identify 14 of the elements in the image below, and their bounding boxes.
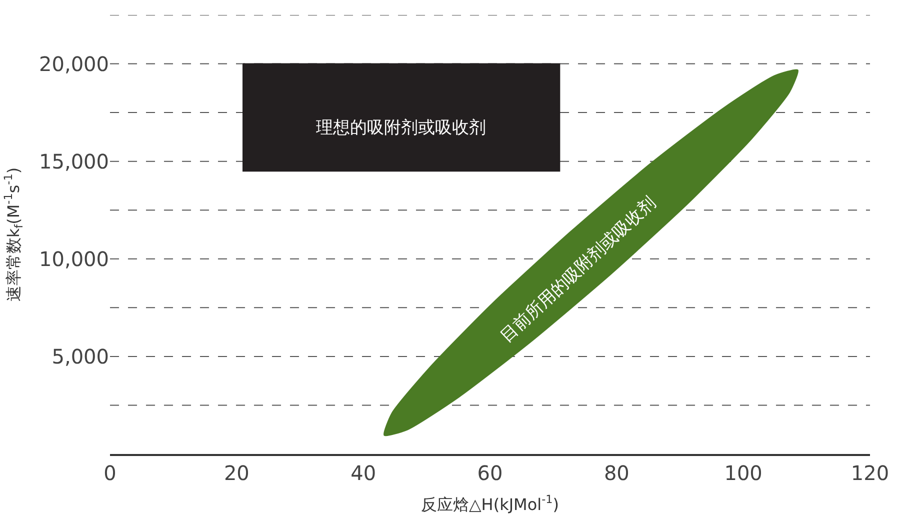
y-tick-label: 5,000: [52, 344, 109, 368]
x-tick-label: 60: [477, 460, 503, 485]
y-tick-label: 20,000: [39, 52, 109, 76]
x-tick-label: 120: [850, 460, 890, 485]
y-tick-label: 10,000: [39, 246, 109, 271]
y-tick-label: 15,000: [39, 149, 109, 174]
x-tick-label: 100: [724, 460, 762, 485]
annotation: 目前所用的吸附剂或吸收剂: [496, 193, 660, 347]
x-tick-label: 0: [104, 460, 116, 485]
annotation: 理想的吸附剂或吸收剂: [316, 118, 486, 138]
x-tick-label: 80: [604, 460, 630, 485]
x-tick-label: 40: [350, 460, 376, 485]
x-tick-label: 20: [224, 460, 250, 485]
x-axis-title: 反应焓△H(kJMol$^{-1}$): [420, 493, 560, 514]
